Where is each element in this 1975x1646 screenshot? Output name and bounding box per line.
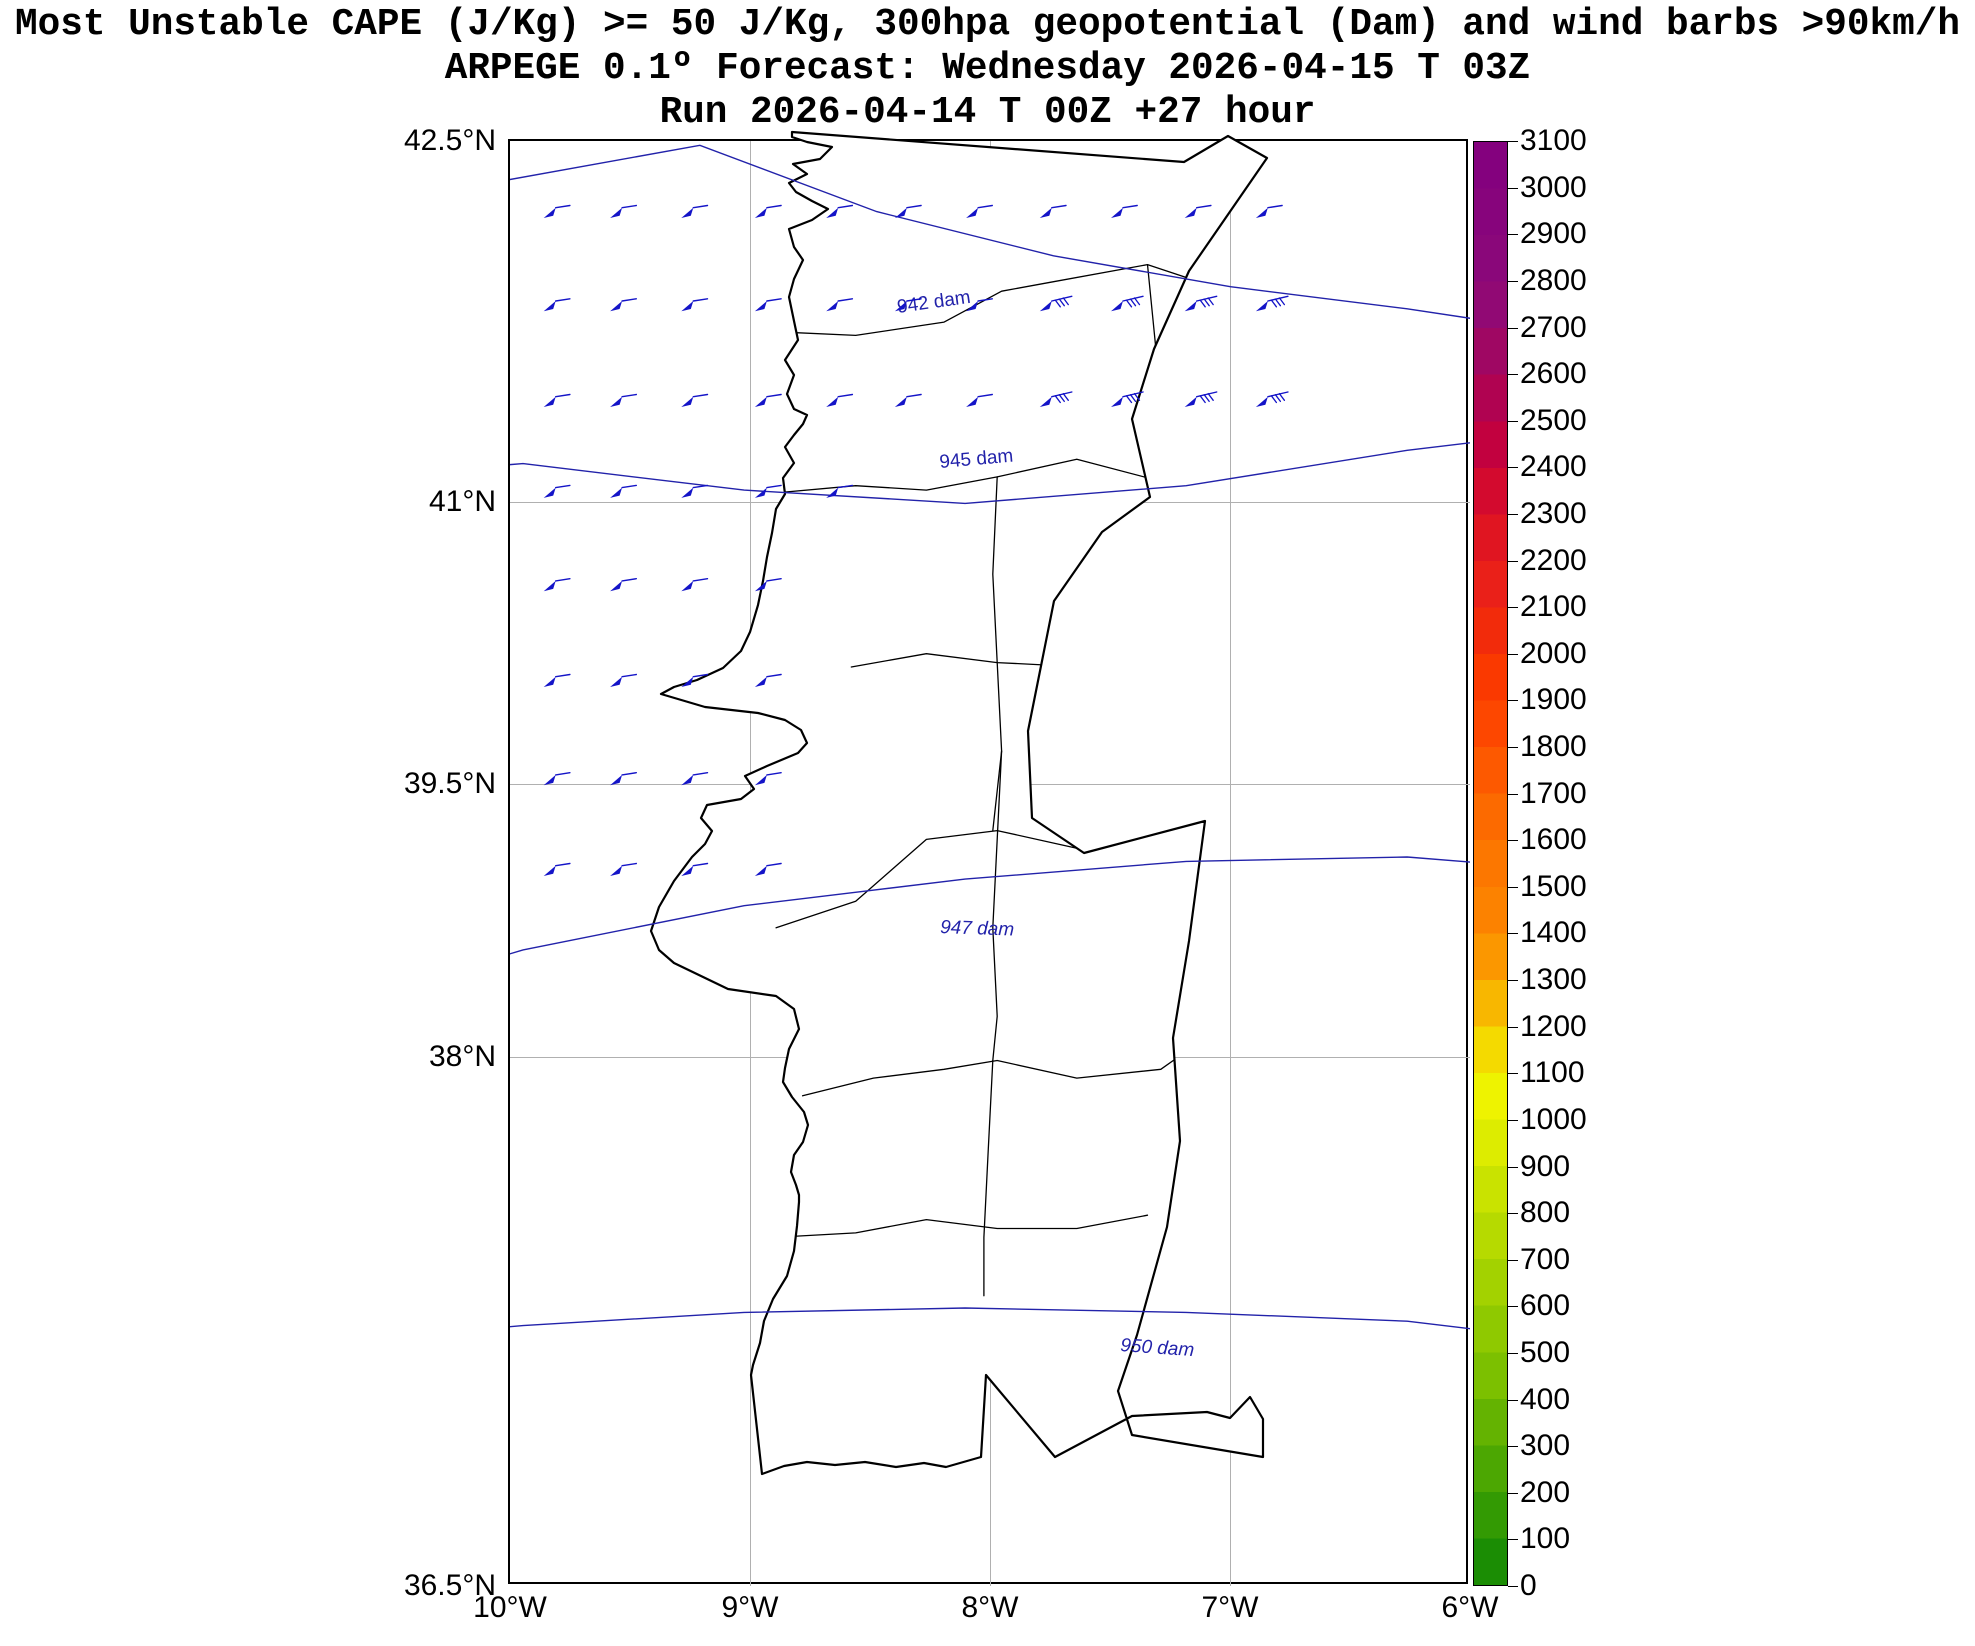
svg-text:947 dam: 947 dam — [940, 917, 1015, 941]
svg-text:950 dam: 950 dam — [1120, 1335, 1195, 1361]
